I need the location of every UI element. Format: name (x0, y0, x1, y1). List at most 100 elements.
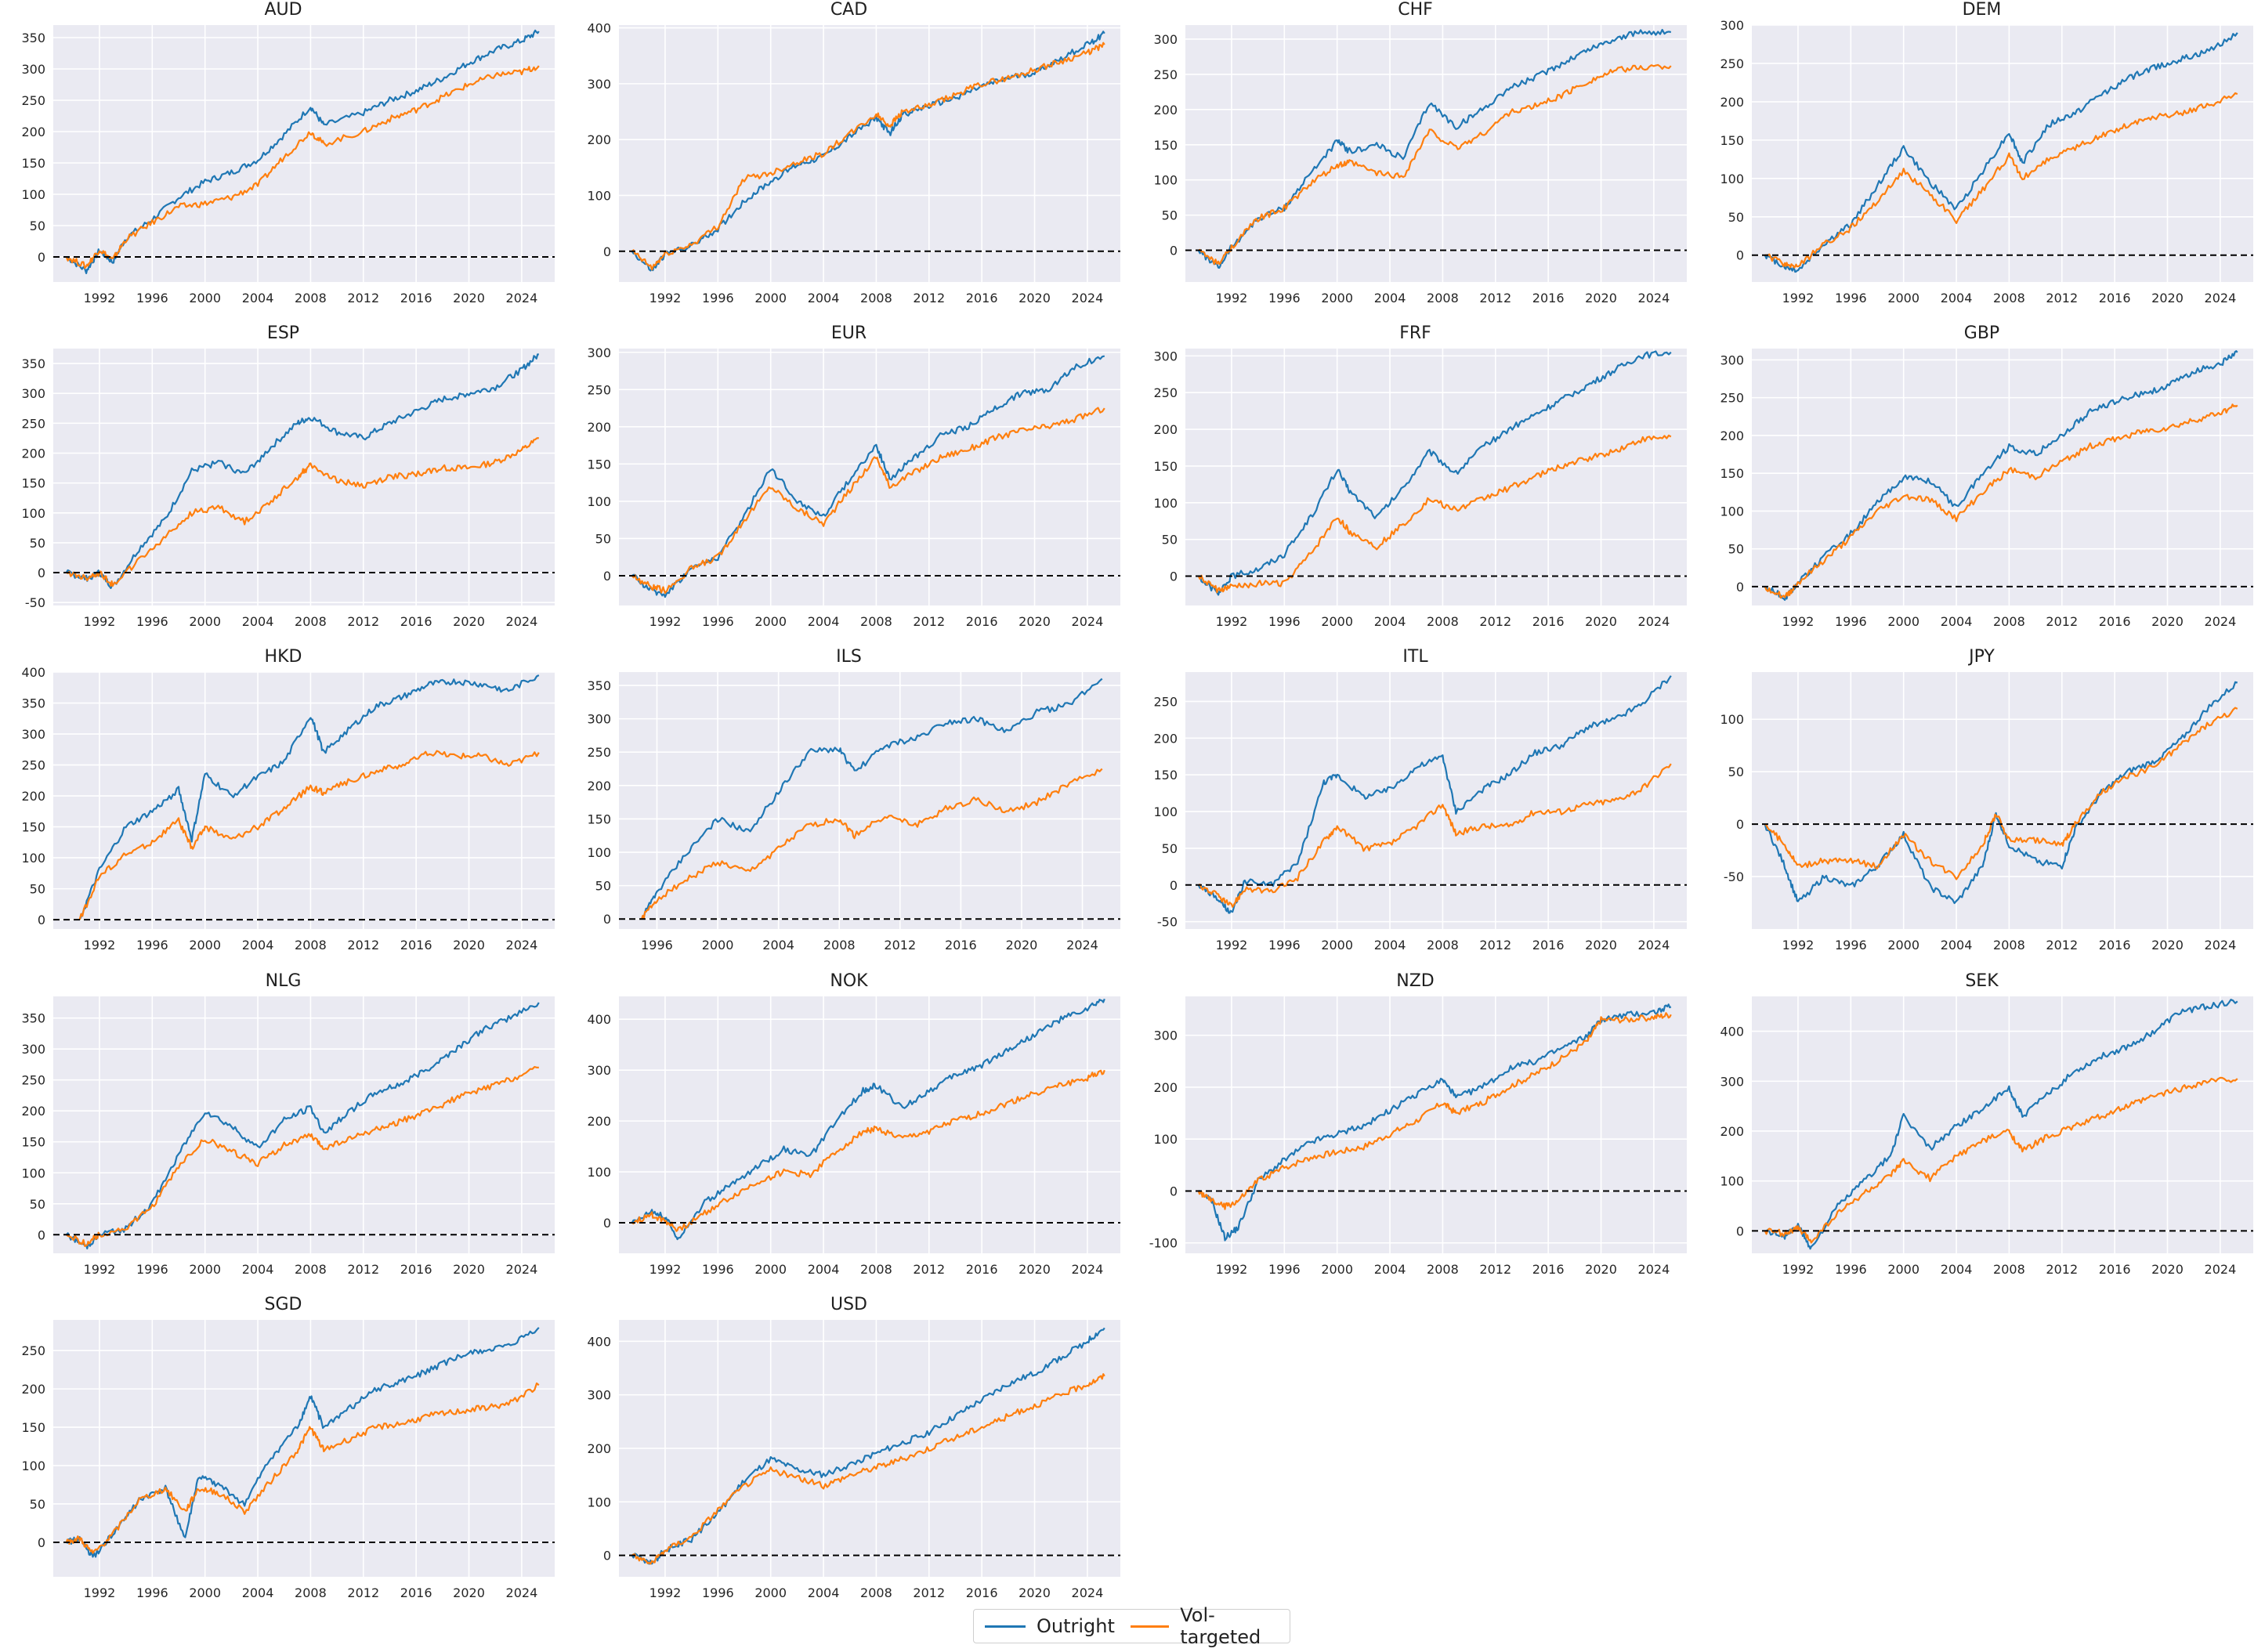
y-tick-label: 0 (38, 250, 45, 265)
legend-item-vol-targeted: Vol-targeted (1131, 1604, 1290, 1648)
x-tick-label: 1996 (702, 614, 734, 629)
y-tick-label: 50 (30, 536, 45, 551)
y-tick-label: 0 (603, 1216, 611, 1231)
x-tick-label: 2016 (945, 938, 977, 953)
y-tick-label: 300 (1153, 1028, 1178, 1043)
y-tick-label: 200 (21, 446, 45, 461)
x-tick-label: 2004 (242, 1262, 274, 1277)
chart-panel-aud: AUD 1992 1996 2000 2004 2008 2012 2016 2020 2024 0… (0, 0, 566, 323)
x-tick-label: 2020 (1585, 938, 1617, 953)
series-line-outright (1198, 350, 1672, 596)
x-tick-label: 1992 (84, 938, 116, 953)
x-tick-label: 2008 (860, 291, 892, 305)
x-tick-label: 2024 (2205, 291, 2237, 305)
x-tick-label: 2012 (347, 1262, 379, 1277)
x-tick-label: 2024 (1072, 1262, 1104, 1277)
x-tick-label: 1992 (1216, 938, 1248, 953)
x-tick-label: 2000 (189, 1262, 221, 1277)
y-tick-label: 100 (1153, 173, 1178, 188)
y-tick-label: 50 (30, 882, 45, 897)
x-tick-label: 2024 (1072, 1585, 1104, 1600)
legend-label-vol-targeted: Vol-targeted (1180, 1604, 1261, 1648)
x-tick-label: 2012 (1479, 614, 1511, 629)
series-line-vol-targeted (641, 768, 1103, 920)
legend-label-outright: Outright (1037, 1615, 1115, 1637)
plot-background (1752, 996, 2253, 1253)
plot-background (619, 996, 1120, 1253)
y-tick-label: 0 (1736, 1224, 1744, 1238)
chart-svg: 1992 1996 2000 2004 2008 2012 2016 2020 2024 0 50 1… (1720, 349, 2253, 629)
chart-panel-usd: USD 1992 1996 2000 2004 2008 2012 2016 2020 2024 0… (566, 1295, 1132, 1618)
x-tick-label: 2008 (1427, 938, 1459, 953)
chart-title: SGD (264, 1295, 302, 1314)
x-tick-label: 2024 (506, 291, 538, 305)
x-tick-label: 2004 (808, 614, 840, 629)
x-tick-label: 2008 (295, 1585, 327, 1600)
y-tick-label: 350 (21, 696, 45, 711)
x-tick-label: 1996 (641, 938, 673, 953)
x-tick-label: 2016 (2099, 291, 2131, 305)
chart-title: SEK (1965, 971, 1999, 991)
x-tick-label: 2012 (347, 614, 379, 629)
y-tick-label: 100 (1720, 712, 1744, 727)
x-tick-label: 2016 (2099, 614, 2131, 629)
x-tick-label: 2000 (1887, 291, 1919, 305)
y-tick-label: -50 (1724, 869, 1744, 884)
x-tick-label: 2020 (1585, 614, 1617, 629)
y-tick-label: -50 (1157, 915, 1178, 930)
x-tick-label: 2016 (966, 614, 998, 629)
y-tick-label: 300 (1720, 1074, 1744, 1089)
chart-panel-dem: DEM 1992 1996 2000 2004 2008 2012 2016 2020 2024 0… (1699, 0, 2265, 323)
x-tick-label: 2004 (242, 291, 274, 305)
y-tick-label: 150 (1153, 768, 1178, 783)
chart-svg: 1992 1996 2000 2004 2008 2012 2016 2020 2024 -50 0… (1720, 672, 2253, 953)
y-tick-label: 50 (1162, 841, 1178, 856)
y-tick-label: 150 (21, 156, 45, 171)
x-tick-label: 2020 (453, 1585, 485, 1600)
series-line-vol-targeted (65, 1382, 540, 1554)
x-tick-label: 1996 (1835, 1262, 1867, 1277)
x-tick-label: 2016 (1532, 938, 1565, 953)
x-tick-label: 2000 (1321, 938, 1353, 953)
y-tick-label: 100 (21, 506, 45, 521)
x-tick-label: 2000 (1321, 291, 1353, 305)
x-tick-label: 1996 (1835, 938, 1867, 953)
y-tick-label: 200 (1720, 1124, 1744, 1139)
x-tick-label: 2020 (2151, 614, 2184, 629)
x-tick-label: 2020 (1019, 291, 1051, 305)
series-line-outright (641, 678, 1103, 920)
x-tick-label: 1996 (1268, 614, 1301, 629)
x-tick-label: 2024 (506, 938, 538, 953)
y-tick-label: 100 (587, 494, 611, 509)
x-tick-label: 2000 (702, 938, 734, 953)
x-tick-label: 2004 (1374, 291, 1406, 305)
x-tick-label: 2020 (1006, 938, 1038, 953)
y-tick-label: 250 (21, 416, 45, 431)
y-tick-label: 50 (30, 219, 45, 233)
series-line-vol-targeted (631, 1373, 1105, 1565)
y-tick-label: 250 (1720, 391, 1744, 406)
x-tick-label: 2012 (2046, 938, 2078, 953)
series-line-vol-targeted (1198, 763, 1672, 908)
x-tick-label: 2012 (913, 1585, 945, 1600)
x-tick-label: 1996 (702, 1585, 734, 1600)
x-tick-label: 2024 (2205, 938, 2237, 953)
x-tick-label: 2012 (1479, 291, 1511, 305)
series-line-vol-targeted (1198, 63, 1672, 266)
y-tick-label: 200 (1153, 103, 1178, 117)
x-tick-label: 2020 (1585, 1262, 1617, 1277)
chart-svg: 1992 1996 2000 2004 2008 2012 2016 2020 2024 0 50 1… (21, 665, 555, 953)
y-tick-label: 200 (21, 125, 45, 139)
x-tick-label: 2020 (2151, 938, 2184, 953)
x-tick-label: 2004 (242, 938, 274, 953)
y-tick-label: 200 (21, 789, 45, 804)
x-tick-label: 1992 (649, 291, 682, 305)
x-tick-label: 1992 (1216, 614, 1248, 629)
x-tick-label: 2012 (1479, 1262, 1511, 1277)
plot-background (1185, 25, 1687, 282)
series-line-vol-targeted (1764, 92, 2238, 269)
y-tick-label: 100 (1720, 504, 1744, 519)
y-tick-label: 300 (1720, 18, 1744, 33)
y-tick-label: 400 (1720, 1025, 1744, 1039)
y-tick-label: 0 (1170, 569, 1178, 584)
